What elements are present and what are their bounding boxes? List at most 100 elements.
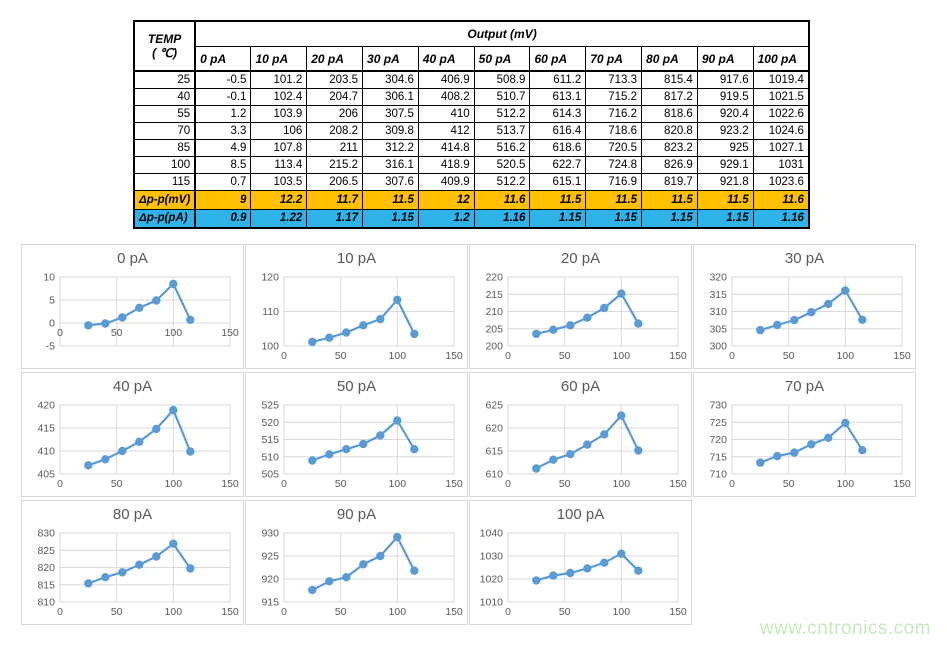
- data-point: [342, 573, 351, 582]
- data-point: [342, 328, 351, 337]
- delta-value-cell: 11.5: [362, 189, 419, 210]
- value-cell: 215.2: [306, 155, 364, 174]
- table-header-row-2: 0 pA 10 pA 20 pA 30 pA 40 pA 50 pA 60 pA 70 pA 8…: [134, 46, 810, 72]
- value-cell: 208.2: [306, 121, 364, 140]
- svg-text:50: 50: [335, 350, 347, 362]
- svg-text:150: 150: [669, 350, 687, 362]
- table-row: 40 -0.1 102.4 204.7 306.1 408.2 510.7 613.1 715.…: [133, 87, 810, 106]
- chart-panel-20-pa: 20 pA 200 205 210 215 220 0 50 100 150: [469, 244, 692, 369]
- svg-text:505: 505: [261, 469, 279, 481]
- data-point: [549, 325, 558, 334]
- table-header-row-1: TEMP ( ℃) Output (mV): [133, 20, 810, 72]
- value-cell: 1022.6: [752, 104, 810, 123]
- data-point: [532, 464, 541, 473]
- data-point: [634, 446, 643, 455]
- data-point: [824, 299, 833, 309]
- svg-text:150: 150: [445, 606, 463, 618]
- delta-value-cell: 1.17: [306, 208, 364, 229]
- value-cell: 815.4: [641, 70, 698, 89]
- chart-title: 50 pA: [336, 378, 377, 395]
- svg-text:620: 620: [485, 423, 503, 435]
- value-cell: 720.5: [585, 138, 643, 157]
- data-point: [308, 456, 317, 465]
- value-cell: 102.4: [250, 87, 308, 106]
- delta-value-cell: 11.6: [473, 189, 531, 210]
- data-point: [169, 405, 178, 415]
- delta-value-cell: 1.15: [641, 208, 698, 229]
- data-point: [410, 445, 419, 454]
- data-point: [549, 571, 558, 580]
- delta-value-cell: 11.6: [752, 189, 810, 210]
- value-cell: 923.2: [696, 121, 754, 140]
- chart-panel-100-pa: 100 pA 1010 1020 1030 1040 0 50 100 150: [469, 500, 692, 625]
- svg-text:315: 315: [709, 289, 727, 301]
- svg-text:405: 405: [37, 469, 55, 481]
- output-header: Output (mV): [194, 20, 810, 47]
- svg-text:0: 0: [57, 478, 63, 490]
- svg-text:0: 0: [281, 606, 287, 618]
- svg-text:100: 100: [261, 341, 279, 353]
- svg-text:815: 815: [37, 579, 55, 591]
- data-point: [152, 296, 161, 305]
- data-point: [858, 446, 867, 455]
- table-row: 70 3.3 106 208.2 309.8 412 513.7 616.4 718.6 820.…: [133, 121, 810, 140]
- value-cell: 616.4: [529, 121, 587, 140]
- svg-text:150: 150: [893, 478, 911, 490]
- column-header: 100 pA: [752, 46, 810, 72]
- svg-text:50: 50: [559, 606, 571, 618]
- svg-text:220: 220: [485, 272, 503, 284]
- svg-text:100: 100: [613, 478, 631, 490]
- temp-cell: 40: [133, 87, 197, 106]
- data-point: [790, 448, 799, 457]
- data-point: [566, 568, 575, 578]
- chart-panel-90-pa: 90 pA 915 920 925 930 0 50 100 150: [245, 500, 468, 625]
- data-point: [135, 437, 144, 446]
- value-cell: 414.8: [417, 138, 475, 157]
- svg-text:150: 150: [221, 327, 239, 339]
- data-point: [756, 325, 765, 335]
- value-cell: 113.4: [250, 155, 308, 174]
- column-header: 70 pA: [585, 46, 643, 72]
- value-cell: 106: [250, 121, 308, 140]
- value-cell: -0.5: [194, 70, 252, 89]
- chart-plot: 300 305 310 315 320 0 50 100 150: [709, 272, 910, 363]
- data-point: [169, 279, 178, 289]
- chart-title: 10 pA: [336, 250, 377, 267]
- delta-value-cell: 11.5: [641, 189, 698, 210]
- value-cell: 206.5: [306, 172, 364, 191]
- svg-text:0: 0: [57, 327, 63, 339]
- data-point: [186, 564, 195, 573]
- svg-text:420: 420: [37, 400, 55, 412]
- chart-title: 90 pA: [336, 506, 377, 523]
- column-header: 0 pA: [194, 46, 252, 72]
- svg-text:200: 200: [485, 341, 503, 353]
- value-cell: 823.2: [641, 138, 698, 157]
- value-cell: 716.2: [585, 104, 643, 123]
- svg-text:100: 100: [613, 606, 631, 618]
- svg-text:610: 610: [485, 469, 503, 481]
- data-point: [600, 558, 609, 567]
- chart-title: 100 pA: [556, 506, 605, 523]
- temp-cell: 100: [133, 155, 197, 174]
- svg-text:100: 100: [613, 350, 631, 362]
- svg-text:510: 510: [261, 451, 279, 463]
- svg-text:410: 410: [37, 446, 55, 458]
- svg-text:100: 100: [837, 478, 855, 490]
- svg-text:50: 50: [335, 606, 347, 618]
- chart-plot: 915 920 925 930 0 50 100 150: [261, 528, 463, 619]
- data-point: [393, 532, 402, 542]
- svg-text:150: 150: [221, 478, 239, 490]
- delta-value-cell: 1.16: [473, 208, 531, 229]
- chart-plot: 100 110 120 0 50 100 150: [261, 272, 462, 363]
- value-cell: 412: [417, 121, 475, 140]
- watermark: www.cntronics.com: [759, 618, 931, 639]
- table-row: 25 -0.5 101.2 203.5 304.6 406.9 508.9 611.2 713.…: [133, 70, 810, 89]
- chart-panel-80-pa: 80 pA 810 815 820 825 830 0 50 100 150: [21, 500, 244, 625]
- svg-text:810: 810: [37, 597, 55, 609]
- svg-text:615: 615: [485, 446, 503, 458]
- chart-panel-0-pa: 0 pA -5 0 5 10 0 50 100 150: [21, 244, 244, 369]
- svg-text:300: 300: [709, 341, 727, 353]
- value-cell: 103.9: [250, 104, 308, 123]
- data-point: [756, 458, 765, 467]
- data-point: [118, 446, 127, 456]
